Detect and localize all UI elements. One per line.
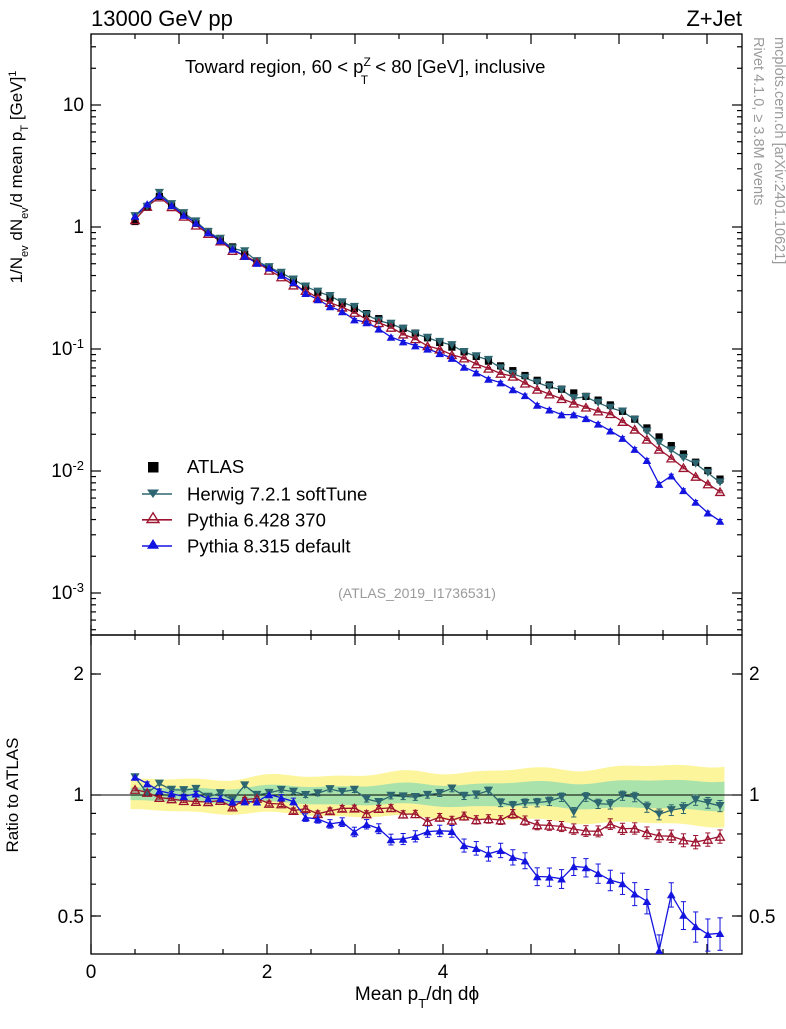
svg-text:10-1: 10-1 (51, 336, 84, 361)
svg-text:1: 1 (749, 785, 760, 806)
svg-text:2: 2 (73, 664, 84, 685)
svg-text:mcplots.cern.ch [arXiv:2401.10: mcplots.cern.ch [arXiv:2401.10621] (771, 37, 786, 264)
svg-text:Pythia 6.428 370: Pythia 6.428 370 (187, 509, 326, 530)
svg-text:(ATLAS_2019_I1736531): (ATLAS_2019_I1736531) (338, 585, 496, 601)
svg-text:2: 2 (262, 962, 273, 983)
svg-text:Herwig 7.2.1 softTune: Herwig 7.2.1 softTune (187, 484, 367, 505)
svg-text:1: 1 (73, 785, 84, 806)
svg-text:Ratio to ATLAS: Ratio to ATLAS (3, 738, 22, 853)
svg-text:13000 GeV pp: 13000 GeV pp (91, 6, 233, 31)
svg-text:Z+Jet: Z+Jet (686, 6, 742, 31)
svg-text:2: 2 (749, 664, 760, 685)
svg-text:4: 4 (438, 962, 449, 983)
svg-text:0.5: 0.5 (749, 907, 775, 928)
svg-text:Toward region, 60 < pZT < 80 [: Toward region, 60 < pZ T < 80 [GeV], incl… (185, 55, 545, 87)
svg-text:ATLAS: ATLAS (187, 456, 244, 477)
svg-text:1/Nev dNev/d mean pT [GeV]1: 1/Nev dNev/d mean pT [GeV]1 (7, 71, 31, 284)
svg-text:10: 10 (63, 95, 84, 116)
svg-text:Mean pT/dη dϕ: Mean pT/dη dϕ (355, 984, 479, 1011)
svg-text:10-3: 10-3 (51, 580, 84, 605)
svg-text:Pythia 8.315 default: Pythia 8.315 default (187, 536, 351, 557)
svg-text:10-2: 10-2 (51, 458, 84, 483)
svg-text:1: 1 (73, 217, 84, 238)
svg-text:0.5: 0.5 (58, 907, 84, 928)
svg-text:0: 0 (86, 962, 97, 983)
svg-text:Rivet 4.1.0, ≥ 3.8M events: Rivet 4.1.0, ≥ 3.8M events (750, 37, 766, 205)
